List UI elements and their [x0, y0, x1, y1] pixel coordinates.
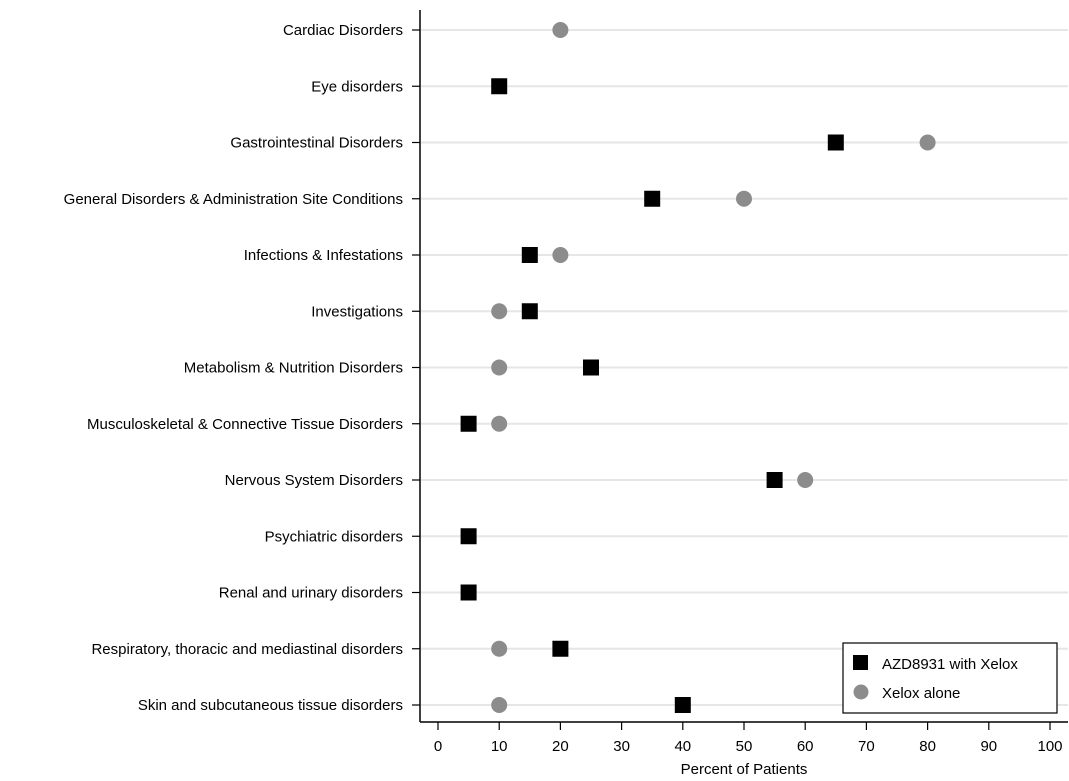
- azd8931-point: [460, 528, 477, 545]
- xelox-point: [491, 415, 508, 432]
- xelox-point: [797, 472, 814, 488]
- xelox-point: [491, 303, 508, 320]
- axes: [419, 10, 1068, 723]
- xelox-point: [491, 359, 508, 376]
- x-tick-label: 40: [674, 738, 691, 755]
- xelox-point: [491, 640, 508, 657]
- azd8931-point: [766, 472, 783, 488]
- azd8931-point: [521, 247, 538, 263]
- x-tick-label: 0: [434, 738, 442, 755]
- category-label: Infections & Infestations: [244, 247, 403, 264]
- x-axis-title: Percent of Patients: [681, 761, 808, 776]
- category-label: General Disorders & Administration Site …: [64, 191, 403, 208]
- x-tick-label: 70: [858, 738, 875, 755]
- category-label: Respiratory, thoracic and mediastinal di…: [91, 641, 403, 658]
- azd8931-point: [583, 359, 599, 376]
- x-tick-label: 10: [491, 738, 508, 755]
- x-tick-label: 20: [552, 738, 569, 755]
- x-tick-label: 30: [613, 738, 630, 755]
- x-tick-label: 50: [736, 738, 753, 755]
- legend-box: [842, 642, 1058, 714]
- azd8931-point: [491, 78, 508, 95]
- x-tick-label: 100: [1037, 738, 1062, 755]
- xelox-point: [491, 697, 508, 713]
- category-label: Psychiatric disorders: [265, 528, 403, 545]
- azd8931-point: [827, 134, 844, 151]
- azd8931-point: [460, 415, 477, 432]
- category-label: Eye disorders: [311, 78, 403, 95]
- azd8931-point: [552, 640, 569, 657]
- xelox-point: [919, 134, 936, 151]
- azd8931-point: [460, 584, 477, 601]
- x-tick-label: 60: [797, 738, 814, 755]
- gridlines: [421, 29, 1068, 706]
- category-label: Musculoskeletal & Connective Tissue Diso…: [87, 416, 403, 433]
- azd8931-point: [644, 190, 661, 207]
- category-label: Investigations: [311, 303, 403, 320]
- legend-label-azd8931: AZD8931 with Xelox: [882, 656, 1018, 673]
- xelox-point: [736, 190, 752, 207]
- legend: AZD8931 with Xelox Xelox alone: [842, 642, 1058, 714]
- legend-label-xelox: Xelox alone: [882, 685, 960, 702]
- x-tick-label: 90: [980, 738, 997, 755]
- category-labels: Cardiac Disorders Eye disorders Gastrointe…: [64, 22, 403, 714]
- legend-marker-azd8931: [853, 655, 868, 670]
- category-label: Renal and urinary disorders: [219, 585, 403, 602]
- data-marks: [460, 22, 936, 713]
- xelox-point: [552, 22, 569, 38]
- azd8931-point: [521, 303, 538, 320]
- xelox-point: [552, 247, 569, 263]
- x-tick-label: 80: [919, 738, 936, 755]
- category-label: Skin and subcutaneous tissue disorders: [138, 697, 403, 714]
- legend-marker-xelox: [853, 684, 869, 700]
- x-ticks: 0 10 20 30 40 50 60 70 80 90 100: [412, 29, 1063, 755]
- azd8931-point: [674, 697, 691, 713]
- category-label: Cardiac Disorders: [283, 22, 403, 39]
- category-label: Gastrointestinal Disorders: [230, 135, 403, 152]
- category-label: Nervous System Disorders: [225, 472, 403, 489]
- category-label: Metabolism & Nutrition Disorders: [184, 360, 403, 377]
